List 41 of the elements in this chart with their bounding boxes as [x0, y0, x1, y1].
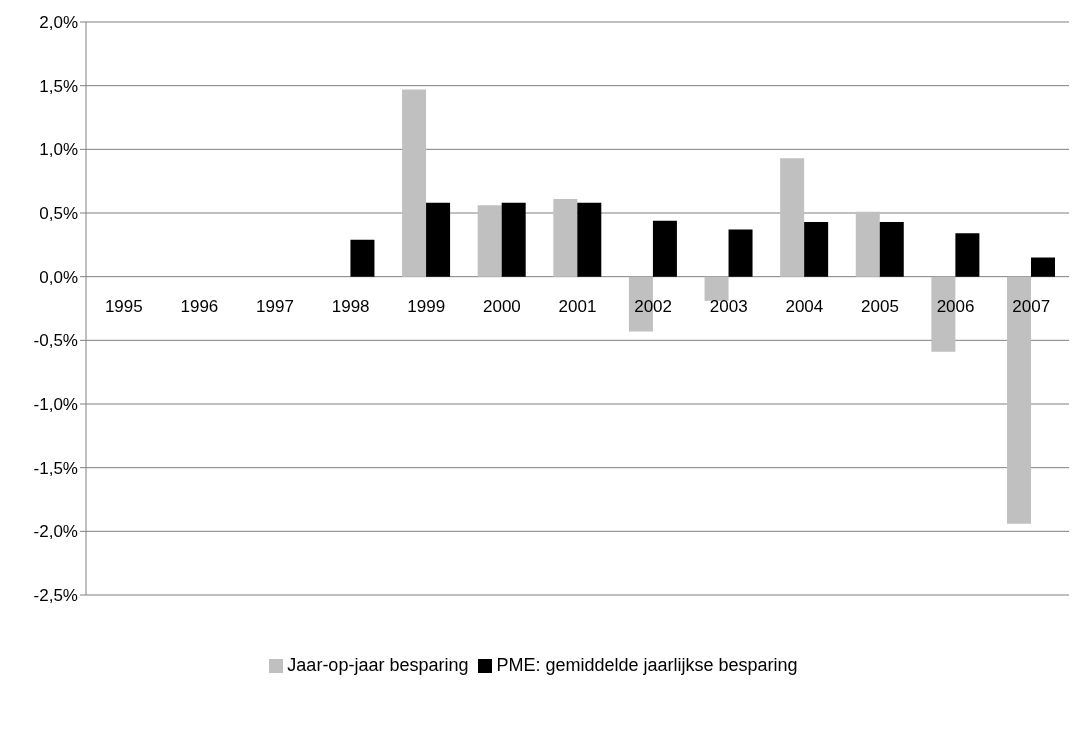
x-tick-label: 2001	[558, 297, 597, 317]
legend-label: Jaar-op-jaar besparing	[287, 655, 469, 675]
bar	[879, 221, 904, 277]
bar	[955, 233, 980, 277]
bar	[652, 220, 677, 277]
y-tick-label: 0,0%	[39, 267, 78, 287]
bar	[426, 202, 451, 277]
x-tick-label: 2002	[634, 297, 673, 317]
bar	[402, 89, 427, 277]
bar	[477, 205, 502, 277]
y-tick-label: 0,5%	[39, 204, 78, 224]
x-tick-label: 2007	[1012, 297, 1051, 317]
x-tick-label: 2004	[785, 297, 824, 317]
x-tick-label: 2006	[936, 297, 975, 317]
bar	[350, 239, 375, 277]
bar	[804, 221, 829, 277]
bar	[577, 202, 602, 277]
y-tick-label: 2,0%	[39, 13, 78, 33]
bar	[553, 198, 578, 277]
y-tick-label: -1,5%	[33, 458, 78, 478]
y-tick-label: 1,0%	[39, 140, 78, 160]
bar	[780, 158, 805, 277]
x-tick-label: 1999	[407, 297, 446, 317]
legend-label: PME: gemiddelde jaarlijkse besparing	[496, 655, 798, 675]
x-tick-label: 1997	[256, 297, 294, 317]
bar	[1031, 257, 1055, 277]
x-tick-label: 1996	[180, 297, 219, 317]
bar	[728, 229, 753, 277]
y-tick-label: -0,5%	[33, 331, 78, 351]
x-tick-label: 2005	[861, 297, 899, 317]
bar	[855, 211, 880, 277]
bar	[704, 276, 729, 301]
y-tick-label: -2,0%	[33, 522, 78, 542]
x-tick-label: 1998	[331, 297, 370, 317]
y-tick-label: -1,0%	[33, 395, 78, 415]
bar	[501, 202, 526, 277]
y-tick-label: 1,5%	[39, 76, 78, 96]
x-tick-label: 1995	[104, 297, 143, 317]
y-tick-label: -2,5%	[33, 586, 78, 606]
x-tick-label: 2003	[709, 297, 748, 317]
x-tick-label: 2000	[482, 297, 521, 317]
